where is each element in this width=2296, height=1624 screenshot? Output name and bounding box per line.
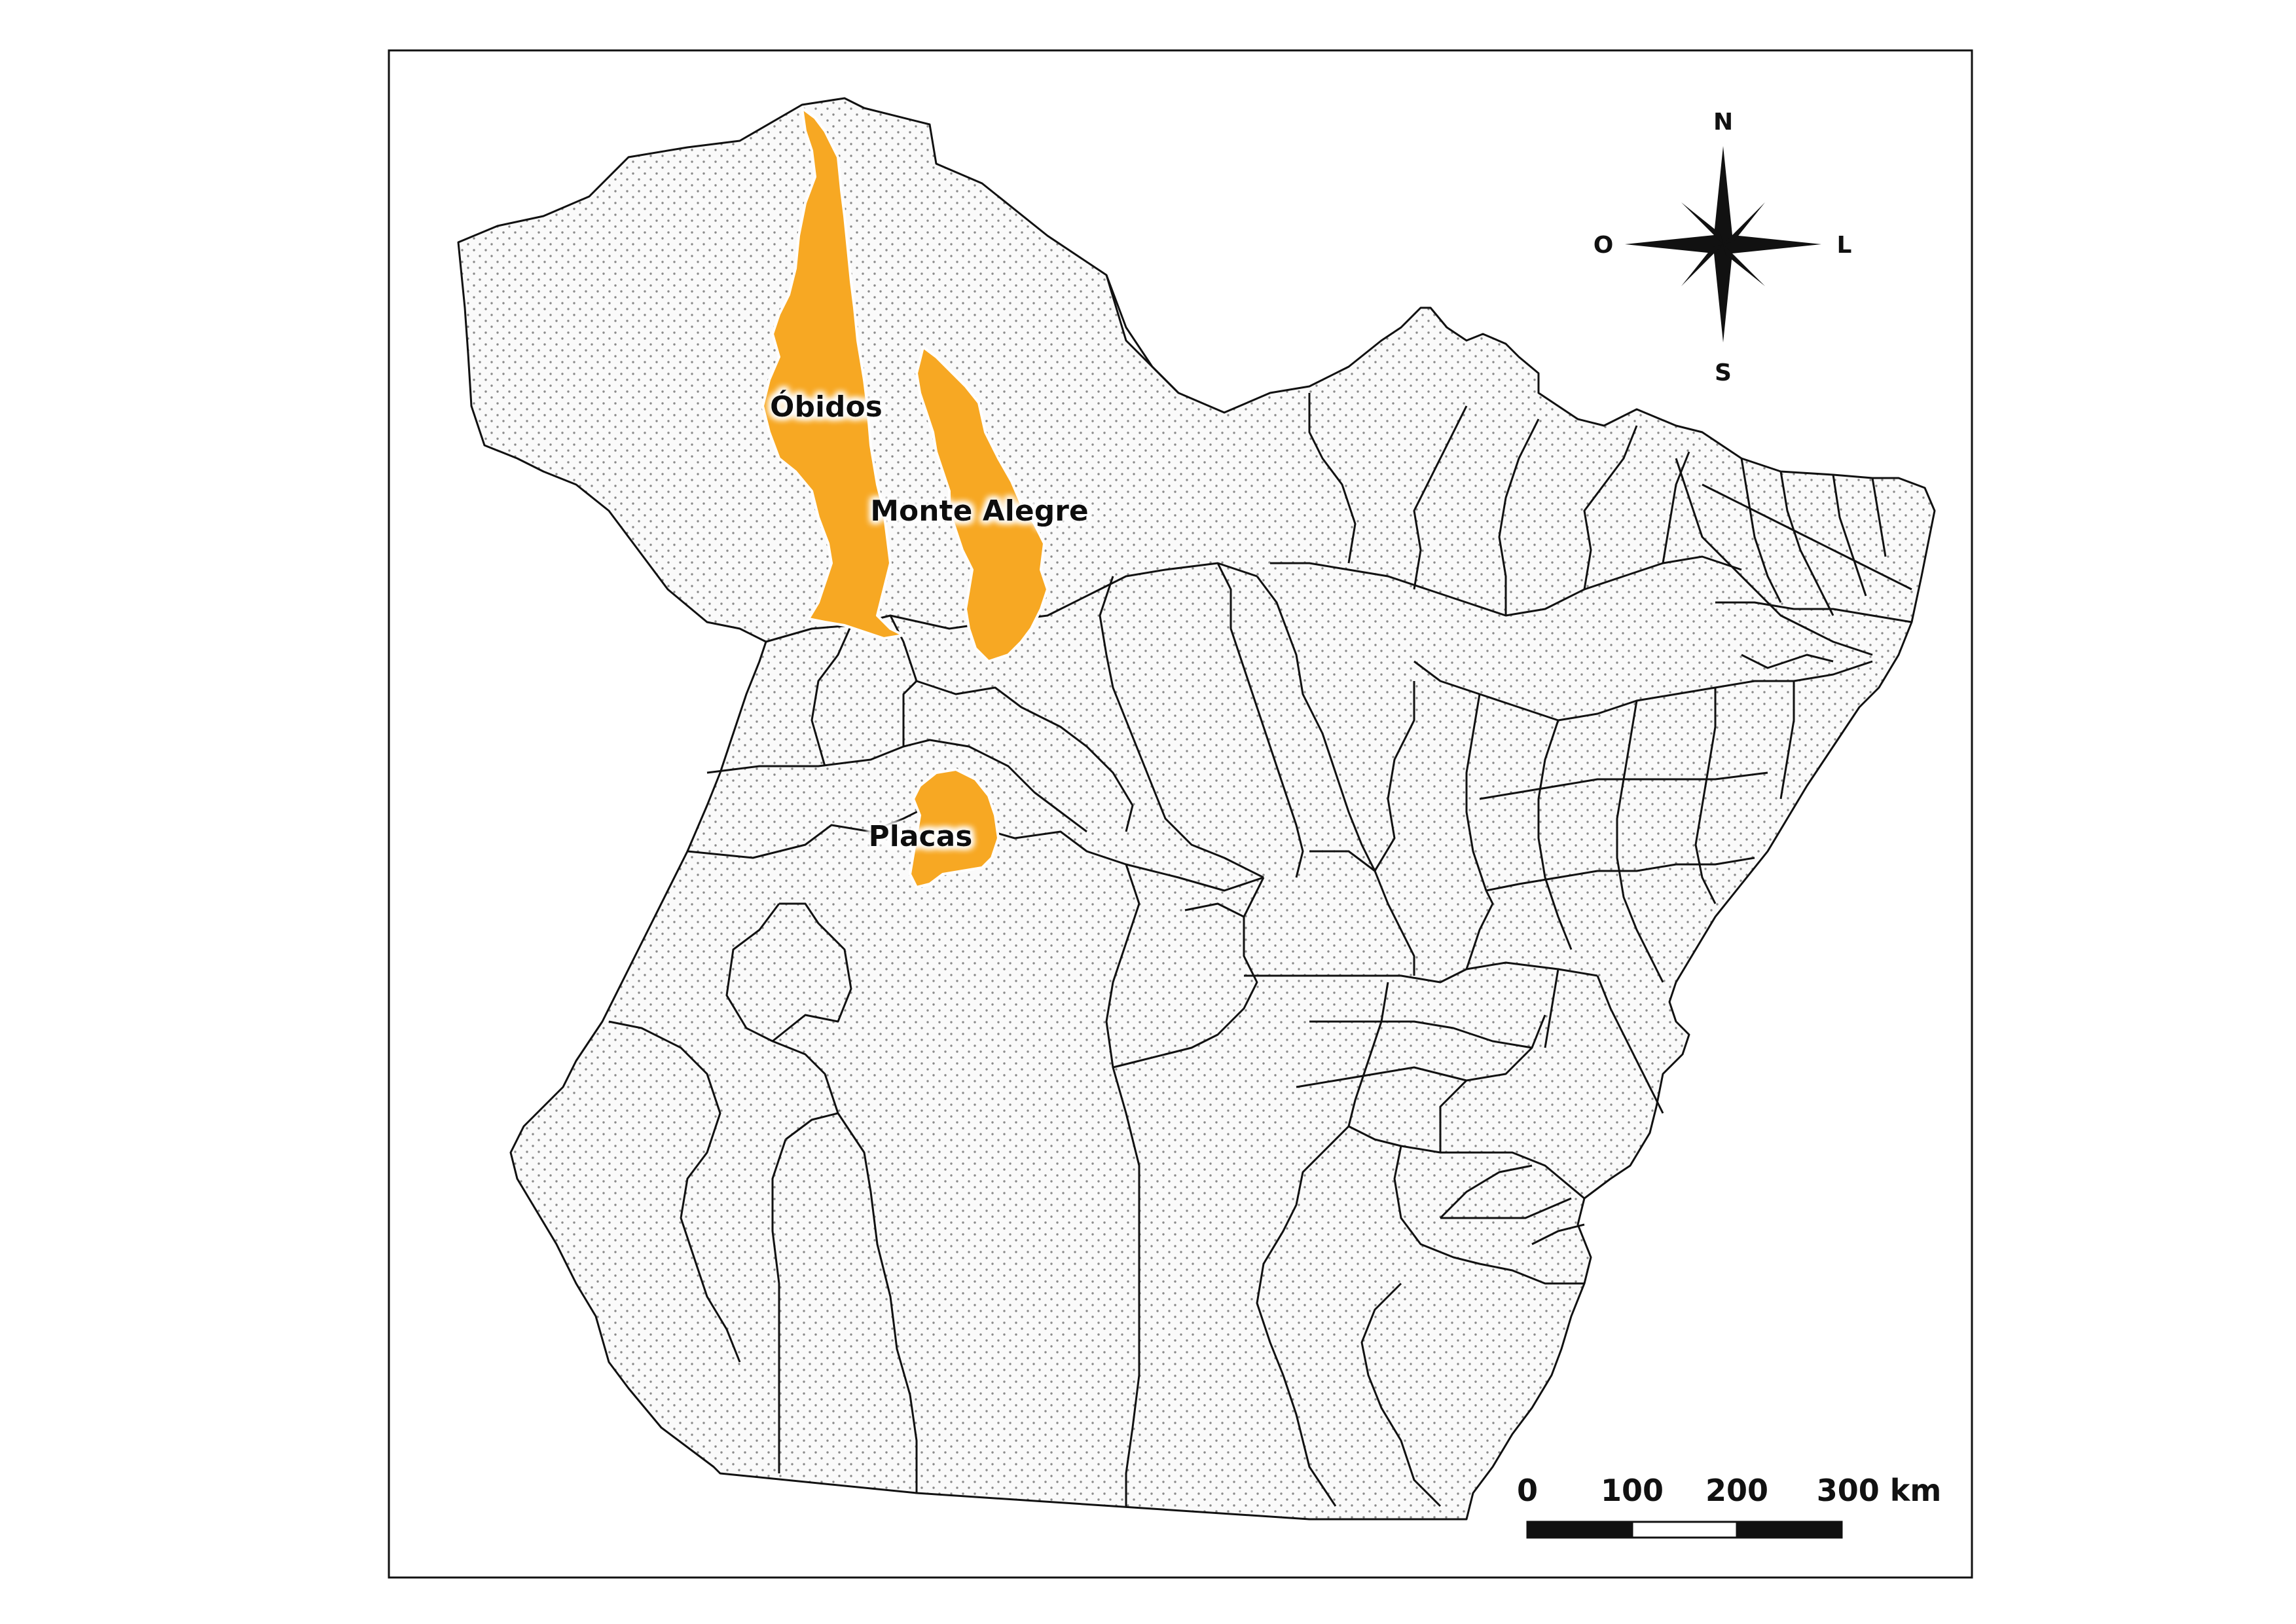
region-labels: Óbidos Monte Alegre Placas — [770, 389, 1089, 853]
compass-label-south: S — [1715, 360, 1732, 386]
scale-tick-300-km: 300 km — [1817, 1473, 1942, 1508]
scale-tick-0: 0 — [1517, 1473, 1538, 1508]
compass-label-north: N — [1713, 109, 1733, 136]
scale-tick-100: 100 — [1601, 1473, 1664, 1508]
region-obidos-area[interactable] — [761, 107, 905, 640]
highlighted-regions — [761, 107, 1049, 889]
region-label-obidos: Óbidos — [770, 389, 883, 424]
scale-tick-200: 200 — [1705, 1473, 1768, 1508]
state-outline — [457, 97, 1936, 1521]
scale-bar: 0 100 200 300 km — [1517, 1473, 1942, 1539]
compass-label-west: O — [1594, 232, 1614, 259]
map-frame — [388, 49, 1973, 1579]
municipal-boundaries — [608, 274, 1912, 1507]
region-placas-area[interactable] — [909, 768, 1000, 889]
region-label-placas: Placas — [869, 820, 973, 853]
region-label-monte-alegre: Monte Alegre — [870, 494, 1089, 528]
compass-rose: N S L O — [1594, 109, 1852, 386]
compass-label-east: L — [1837, 232, 1852, 259]
region-monte-alegre-area[interactable] — [915, 346, 1049, 663]
